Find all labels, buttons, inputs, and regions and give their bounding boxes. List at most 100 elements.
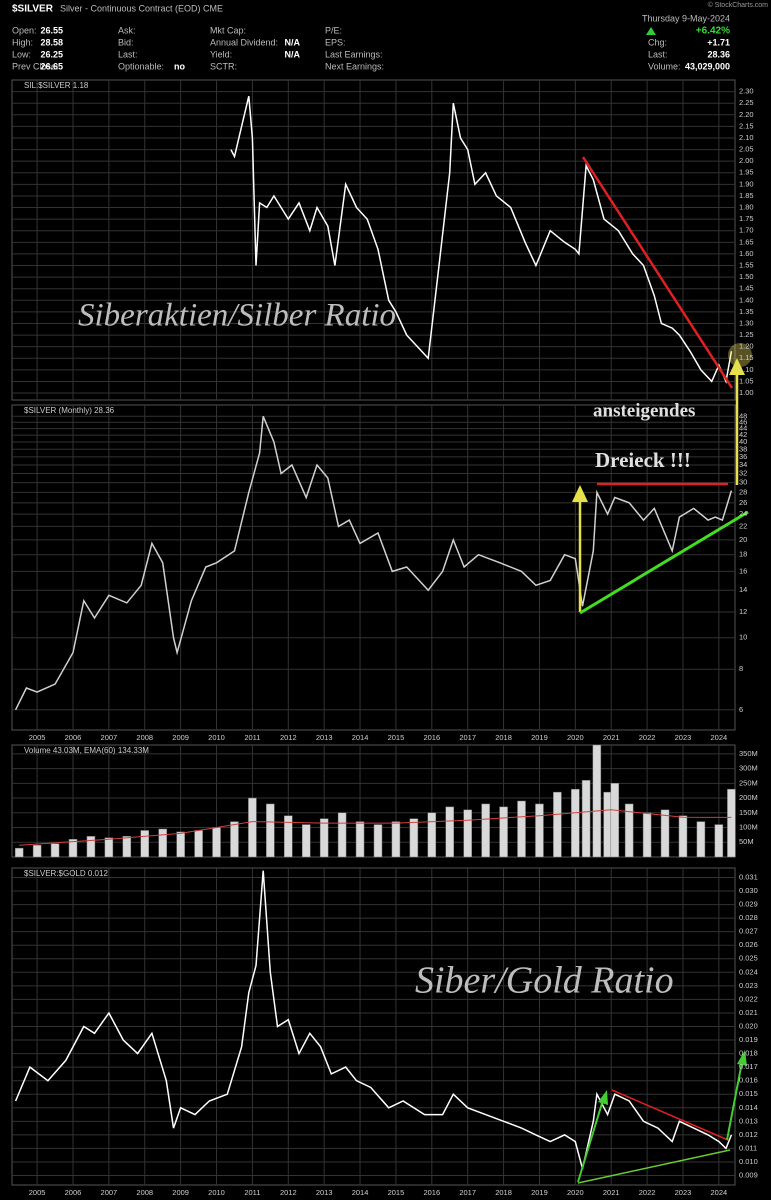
highlight: [728, 343, 752, 367]
arrow-head: [729, 358, 745, 375]
y-tick-label: 0.019: [739, 1035, 758, 1044]
x-tick-label: 2013: [316, 733, 333, 742]
bar: [248, 797, 257, 858]
y-tick-label: 300M: [739, 764, 758, 773]
x-tick-label: 2018: [495, 733, 512, 742]
y-tick-label: 100M: [739, 823, 758, 832]
x-tick-label: 2012: [280, 733, 297, 742]
y-tick-label: 1.15: [739, 353, 754, 362]
x-tick-label: 2012: [280, 1188, 297, 1197]
x-tick-label: 2018: [495, 1188, 512, 1197]
y-tick-label: 1.30: [739, 318, 754, 327]
field-label: Next Earnings:: [325, 61, 384, 71]
bar: [86, 836, 96, 858]
bar: [140, 830, 150, 858]
field-label: Chg:: [648, 37, 667, 47]
arrow: [726, 1061, 743, 1141]
panel-title: $SILVER:$GOLD 0.012: [24, 869, 108, 878]
y-tick-label: 0.028: [739, 913, 758, 922]
trend-line: [579, 510, 749, 615]
bar: [319, 818, 329, 858]
date: Thursday 9-May-2024: [642, 13, 730, 23]
x-tick-label: 2024: [711, 1188, 728, 1197]
bar: [610, 783, 620, 858]
field-value: 28.58: [40, 37, 63, 47]
bar: [230, 821, 239, 858]
y-tick-label: 250M: [739, 778, 758, 787]
trend-line: [577, 1149, 731, 1184]
up-arrow: [646, 27, 656, 35]
y-tick-label: 0.023: [739, 981, 758, 990]
description: Silver - Continuous Contract (EOD) CME: [60, 3, 223, 13]
x-tick-label: 2022: [639, 733, 656, 742]
field-value: 26.65: [40, 61, 63, 71]
y-tick-label: 0.018: [739, 1049, 758, 1058]
y-tick-label: 36: [739, 452, 747, 461]
bar: [32, 844, 42, 858]
y-tick-label: 1.65: [739, 237, 754, 246]
y-tick-label: 6: [739, 705, 743, 714]
copyright: © StockCharts.com: [708, 1, 769, 9]
y-tick-label: 2.25: [739, 98, 754, 107]
y-tick-label: 0.026: [739, 940, 758, 949]
y-tick-label: 200M: [739, 793, 758, 802]
y-tick-label: 38: [739, 444, 747, 453]
x-tick-label: 2019: [531, 733, 548, 742]
arrow-head: [598, 1090, 608, 1105]
y-tick-label: 24: [739, 509, 747, 518]
y-tick-label: 0.022: [739, 994, 758, 1003]
x-tick-label: 2007: [101, 1188, 118, 1197]
y-tick-label: 22: [739, 521, 747, 530]
x-tick-label: 2017: [459, 733, 476, 742]
bar: [714, 824, 724, 858]
panel-title: SIL:$SILVER 1.18: [24, 81, 89, 90]
bar: [337, 812, 347, 858]
bar: [553, 791, 562, 858]
field-value: no: [174, 61, 185, 71]
y-tick-label: 2.15: [739, 121, 754, 130]
bar: [266, 803, 275, 858]
y-tick-label: 0.030: [739, 886, 758, 895]
y-tick-label: 1.75: [739, 214, 754, 223]
y-tick-label: 10: [739, 633, 747, 642]
trend-line: [611, 1089, 729, 1141]
x-tick-label: 2023: [675, 1188, 692, 1197]
y-tick-label: 350M: [739, 749, 758, 758]
bar: [355, 821, 365, 858]
bar: [122, 836, 132, 858]
field-value: N/A: [285, 37, 301, 47]
y-tick-label: 150M: [739, 808, 758, 817]
field-label: Annual Dividend:: [210, 37, 278, 47]
x-tick-label: 2015: [388, 733, 405, 742]
x-tick-label: 2013: [316, 1188, 333, 1197]
y-tick-label: 1.40: [739, 295, 754, 304]
bar: [727, 788, 736, 858]
y-tick-label: 2.05: [739, 145, 754, 154]
field-label: Ask:: [118, 25, 136, 35]
bar: [194, 830, 203, 858]
change-pct: +6.42%: [696, 26, 730, 37]
x-tick-label: 2008: [136, 1188, 153, 1197]
y-tick-label: 32: [739, 469, 747, 478]
x-tick-label: 2010: [208, 1188, 225, 1197]
bar: [301, 824, 311, 858]
bar: [592, 744, 602, 858]
field-value: 26.55: [40, 25, 63, 35]
y-tick-label: 0.011: [739, 1143, 757, 1152]
field-label: Prev Close:: [12, 61, 59, 71]
field-value: 43,029,000: [685, 61, 730, 71]
x-tick-label: 2006: [65, 733, 82, 742]
line: [14, 416, 733, 711]
y-tick-label: 2.00: [739, 156, 754, 165]
field-label: High:: [12, 37, 33, 47]
bar: [535, 803, 544, 858]
y-tick-label: 1.20: [739, 342, 754, 351]
x-tick-label: 2017: [459, 1188, 476, 1197]
annotation: Siberaktien/Silber Ratio: [78, 298, 396, 334]
y-tick-label: 1.50: [739, 272, 754, 281]
panel-frame: [11, 79, 736, 401]
y-tick-label: 46: [739, 417, 747, 426]
y-tick-label: 50M: [739, 837, 754, 846]
y-tick-label: 1.70: [739, 226, 754, 235]
